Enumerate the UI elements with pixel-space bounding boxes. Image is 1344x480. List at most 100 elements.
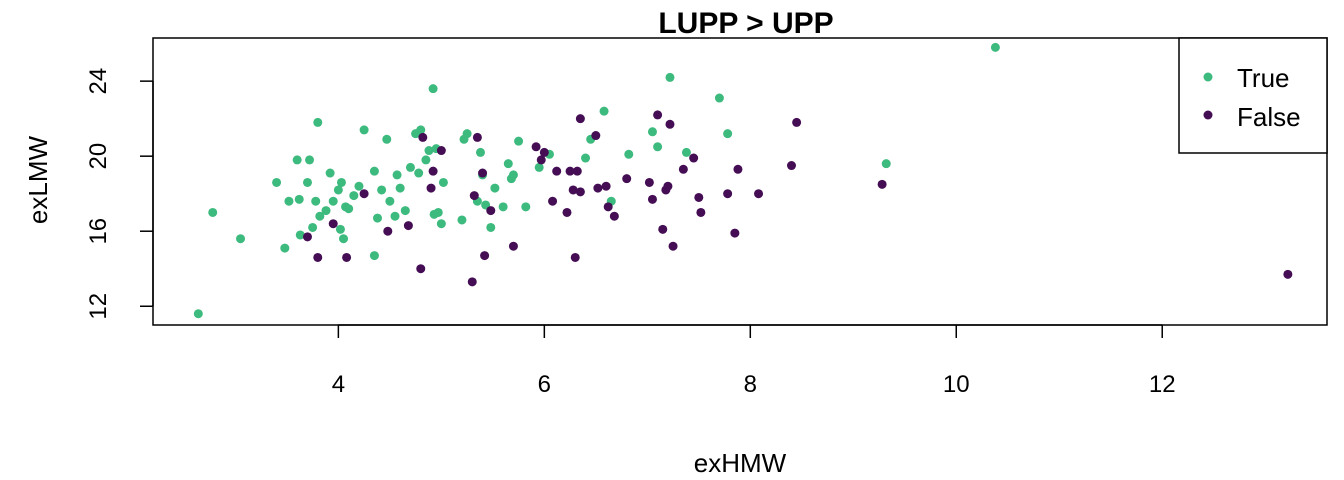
data-point [436, 146, 446, 156]
y-tick-label: 20 [85, 143, 112, 170]
data-point [534, 162, 544, 172]
data-point [313, 252, 323, 262]
y-axis-label: exLMW [23, 135, 53, 224]
data-point [730, 228, 740, 238]
data-point [280, 243, 290, 253]
data-point [792, 117, 802, 127]
data-point [208, 207, 218, 217]
data-point [342, 252, 352, 262]
data-point [514, 136, 524, 146]
data-point [881, 159, 891, 169]
data-point [339, 234, 349, 244]
data-point [733, 164, 743, 174]
data-point [315, 211, 325, 221]
data-point [236, 234, 246, 244]
data-point [321, 206, 331, 216]
data-point [392, 170, 402, 180]
data-point [653, 110, 663, 120]
legend-box [1178, 37, 1328, 154]
legend-label-true: True [1237, 63, 1290, 93]
data-point [562, 207, 572, 217]
series-true [193, 42, 1000, 319]
data-point [302, 232, 312, 242]
data-point [480, 251, 490, 261]
data-point [665, 72, 675, 82]
data-point [565, 166, 575, 176]
data-point [548, 196, 558, 206]
data-point [681, 147, 691, 157]
x-tick-label: 12 [1149, 371, 1176, 398]
data-point [305, 155, 315, 165]
data-point [385, 196, 395, 206]
data-point [521, 202, 531, 212]
legend-label-false: False [1237, 102, 1301, 132]
data-point [531, 142, 541, 152]
data-point [486, 222, 496, 232]
data-point [457, 215, 467, 225]
data-point [436, 219, 446, 229]
data-point [369, 251, 379, 261]
data-point [609, 211, 619, 221]
data-point [486, 206, 496, 216]
data-point [593, 183, 603, 193]
legend-marker-false [1203, 110, 1213, 120]
x-tick-label: 4 [332, 371, 345, 398]
data-point [416, 125, 426, 135]
y-tick-label: 24 [85, 68, 112, 95]
data-point [575, 187, 585, 197]
data-point [354, 181, 364, 191]
data-point [714, 93, 724, 103]
data-point [373, 213, 383, 223]
data-point [786, 161, 796, 171]
data-point [403, 221, 413, 231]
data-point [644, 177, 654, 187]
data-point [462, 129, 472, 139]
data-point [369, 166, 379, 176]
data-point [552, 166, 562, 176]
data-point [335, 224, 345, 234]
legend: True False [1178, 37, 1328, 154]
data-point [349, 191, 359, 201]
x-axis-label: exHMW [694, 448, 787, 478]
data-point [421, 155, 431, 165]
data-point [647, 194, 657, 204]
data-point [696, 207, 706, 217]
data-point [539, 147, 549, 157]
data-point [536, 155, 546, 165]
data-point [689, 153, 699, 163]
data-point [665, 119, 675, 129]
data-point [400, 206, 410, 216]
data-point [469, 191, 479, 201]
data-point [601, 181, 611, 191]
data-point [570, 252, 580, 262]
data-point [382, 134, 392, 144]
points-layer [193, 42, 1293, 319]
data-point [292, 155, 302, 165]
data-point [490, 183, 500, 193]
data-point [508, 241, 518, 251]
data-point [1283, 269, 1293, 279]
data-point [694, 192, 704, 202]
data-point [416, 264, 426, 274]
data-point [678, 164, 688, 174]
data-point [428, 84, 438, 94]
data-point [438, 177, 448, 187]
data-point [663, 181, 673, 191]
data-point [572, 166, 582, 176]
data-point [624, 149, 634, 159]
data-point [877, 179, 887, 189]
data-point [272, 177, 282, 187]
data-point [284, 196, 294, 206]
data-point [294, 194, 304, 204]
data-point [575, 114, 585, 124]
data-point [424, 146, 434, 156]
data-point [622, 174, 632, 184]
data-point [591, 131, 601, 141]
data-point [503, 159, 513, 169]
data-point [426, 183, 436, 193]
data-point [328, 219, 338, 229]
data-point [478, 168, 488, 178]
data-point [377, 185, 387, 195]
